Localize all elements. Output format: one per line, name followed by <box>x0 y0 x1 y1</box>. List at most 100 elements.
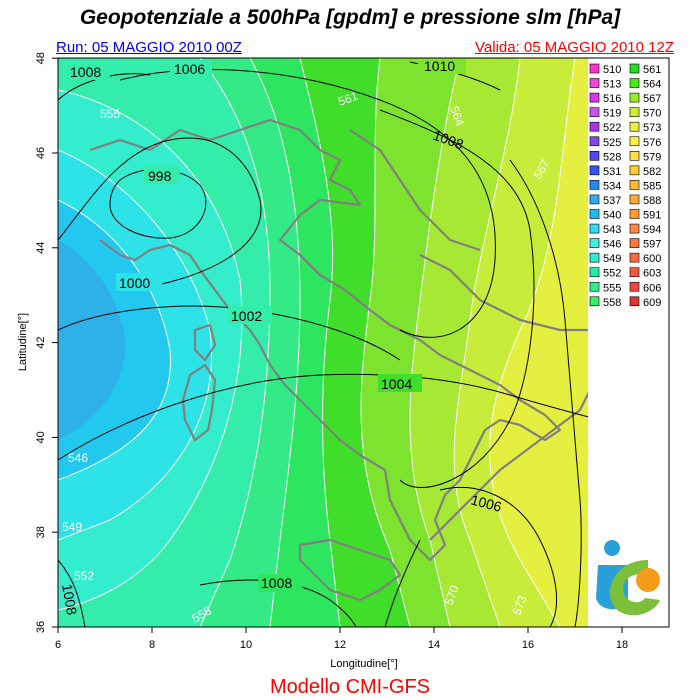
y-axis-label: Latitudine[°] <box>17 313 29 371</box>
legend-swatch <box>629 151 640 161</box>
legend-swatch <box>629 78 640 88</box>
model-caption: Modello CMI-GFS <box>269 676 431 698</box>
legend-swatch <box>589 281 600 292</box>
logo-orange-dot <box>636 568 660 592</box>
isobar-label: 998 <box>148 168 172 184</box>
x-tick-label: 12 <box>334 639 346 651</box>
isobar-label: 1006 <box>174 61 205 77</box>
logo <box>596 540 660 616</box>
legend-swatch <box>589 136 600 147</box>
isobar-label: 1004 <box>381 376 412 392</box>
legend-label: 570 <box>643 108 661 120</box>
legend-swatch <box>589 78 600 88</box>
contour-label: 573 <box>510 593 530 617</box>
legend-label: 582 <box>643 166 661 178</box>
isobar-label-bg <box>258 574 302 592</box>
legend-swatch <box>629 209 640 219</box>
legend-swatch <box>589 238 600 248</box>
legend-swatch <box>629 194 640 205</box>
legend-label: 546 <box>603 239 621 251</box>
legend-label: 540 <box>603 210 621 222</box>
legend-label: 543 <box>603 224 621 236</box>
isobar-label-bg <box>378 374 422 392</box>
legend-swatch <box>629 107 640 117</box>
legend-swatch <box>589 223 600 234</box>
x-axis: 68101214161820 <box>55 627 628 651</box>
legend-label: 513 <box>603 79 621 91</box>
legend-label: 549 <box>603 253 621 265</box>
isobar-label-bg <box>144 166 180 184</box>
legend-swatch <box>629 223 640 234</box>
legend-swatch <box>589 107 600 117</box>
x-tick-label: 10 <box>240 639 252 651</box>
legend-label: 510 <box>603 64 621 76</box>
legend-label: 609 <box>643 297 661 309</box>
contour-label: 549 <box>62 520 82 534</box>
legend-swatch <box>589 296 600 307</box>
contour-label: 555 <box>100 107 120 121</box>
y-axis: 36 38 40 42 44 46 48 <box>35 52 58 633</box>
legend-swatch <box>589 194 600 205</box>
legend-swatch <box>589 267 600 278</box>
run-link[interactable]: Run: 05 MAGGIO 2010 00Z <box>56 39 242 56</box>
isobar-label: 1008 <box>59 583 80 617</box>
isobar-label: 1008 <box>261 575 292 591</box>
isobars <box>58 61 641 627</box>
legend-label: 555 <box>603 282 621 294</box>
legend-swatch <box>629 267 640 278</box>
isobar-label: 1006 <box>469 491 503 515</box>
legend-swatch <box>589 151 600 161</box>
isobar-label-bg <box>68 62 110 80</box>
legend-label: 531 <box>603 166 621 178</box>
legend: 510 513 516 519 522 525 528 531 534 537 540 543 546 5… <box>589 63 661 309</box>
legend-swatch <box>589 63 600 74</box>
legend-label: 576 <box>643 137 661 149</box>
isobar-label: 1002 <box>231 308 262 324</box>
coastlines <box>89 118 591 602</box>
legend-label: 585 <box>643 180 661 192</box>
legend-label: 522 <box>603 122 621 134</box>
isobar-label-bg <box>418 58 466 74</box>
legend-label: 525 <box>603 137 621 149</box>
contour-label: 552 <box>74 569 94 583</box>
contour-label: 546 <box>68 451 88 465</box>
legend-label: 600 <box>643 253 661 265</box>
y-tick-label: 44 <box>35 242 47 254</box>
contour-label: 561 <box>336 89 360 109</box>
x-tick-label: 18 <box>616 639 628 651</box>
geopotential-field <box>58 58 669 627</box>
legend-label: 597 <box>643 239 661 251</box>
legend-swatch <box>629 296 640 307</box>
y-tick-label: 48 <box>35 52 47 64</box>
legend-swatch <box>629 252 640 263</box>
x-tick-label: 8 <box>149 639 155 651</box>
legend-label: 603 <box>643 268 661 280</box>
legend-swatch <box>589 252 600 263</box>
y-tick-label: 36 <box>35 621 47 633</box>
legend-label: 537 <box>603 195 621 207</box>
legend-swatch <box>629 63 640 74</box>
y-tick-label: 40 <box>35 431 47 443</box>
legend-label: 579 <box>643 151 661 163</box>
legend-swatch <box>629 136 640 147</box>
legend-swatch <box>589 92 600 103</box>
legend-label: 561 <box>643 64 661 76</box>
contour-label: 570 <box>442 583 462 607</box>
legend-label: 516 <box>603 93 621 105</box>
valid-link[interactable]: Valida: 05 MAGGIO 2010 12Z <box>475 39 674 56</box>
legend-label: 567 <box>643 93 661 105</box>
legend-swatch <box>629 238 640 248</box>
legend-swatch <box>589 180 600 190</box>
legend-swatch <box>629 165 640 176</box>
y-tick-label: 46 <box>35 147 47 159</box>
x-tick-label: 6 <box>55 639 61 651</box>
legend-label: 594 <box>643 224 661 236</box>
y-tick-label: 42 <box>35 336 47 348</box>
x-tick-label: 16 <box>522 639 534 651</box>
y-tick-label: 38 <box>35 526 47 538</box>
legend-label: 606 <box>643 282 661 294</box>
legend-swatch <box>589 121 600 132</box>
legend-swatch <box>629 180 640 190</box>
legend-label: 564 <box>643 79 661 91</box>
